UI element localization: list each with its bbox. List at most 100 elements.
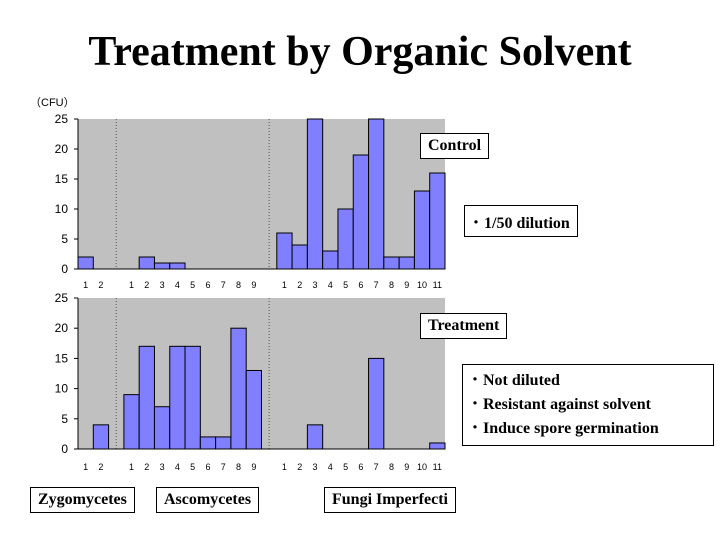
x-tick-label: 7 <box>221 280 226 290</box>
y-tick-label: 20 <box>55 142 69 156</box>
treatment-label: Treatment <box>420 313 508 339</box>
x-tick-label: 2 <box>297 462 302 472</box>
x-tick-label: 6 <box>205 462 210 472</box>
x-tick-label: 10 <box>417 280 427 290</box>
bar <box>138 256 155 270</box>
x-tick-label: 3 <box>313 462 318 472</box>
x-tick-label: 6 <box>358 462 363 472</box>
group-label-fungi-imperfecti: Fungi Imperfecti <box>324 487 456 513</box>
bar <box>429 172 446 270</box>
bar <box>215 436 232 450</box>
x-tick-label: 4 <box>175 280 180 290</box>
bar <box>184 345 201 450</box>
x-tick-label: 2 <box>297 280 302 290</box>
x-tick-label: 9 <box>404 280 409 290</box>
y-tick-label: 10 <box>55 382 69 396</box>
x-tick-label: 1 <box>282 462 287 472</box>
x-tick-label: 5 <box>190 462 195 472</box>
note-spore-germination: ･ Induce spore germination <box>471 420 659 437</box>
note-not-diluted: ･ Not diluted <box>471 372 560 389</box>
bar <box>368 357 385 450</box>
control-label: Control <box>420 133 490 159</box>
bar <box>77 256 94 270</box>
bar <box>230 327 247 450</box>
bar <box>306 424 324 450</box>
bar <box>276 232 293 270</box>
x-tick-label: 3 <box>160 462 165 472</box>
x-tick-label: 4 <box>328 462 333 472</box>
x-tick-label: 2 <box>98 462 103 472</box>
bar <box>368 118 385 270</box>
bar <box>199 436 217 450</box>
x-tick-label: 4 <box>175 462 180 472</box>
treatment-notes: ･ Not diluted ･ Resistant against solven… <box>462 364 714 446</box>
x-tick-label: 11 <box>433 462 442 472</box>
group-label-zygomycetes: Zygomycetes <box>30 487 135 513</box>
bar <box>352 154 370 270</box>
bar <box>153 262 171 270</box>
x-tick-label: 2 <box>144 280 149 290</box>
bar <box>123 394 140 450</box>
bar <box>322 250 339 270</box>
y-tick-label: 25 <box>55 112 69 126</box>
y-tick-label: 15 <box>55 351 69 365</box>
group-label-ascomycetes: Ascomycetes <box>156 487 260 513</box>
x-tick-label: 1 <box>83 280 88 290</box>
y-tick-label: 20 <box>55 321 69 335</box>
y-tick-label: 5 <box>61 232 68 246</box>
plot-area <box>78 119 445 269</box>
x-tick-label: 8 <box>236 462 241 472</box>
note-resistant: ･ Resistant against solvent <box>471 396 652 413</box>
x-tick-label: 7 <box>221 462 226 472</box>
bar <box>337 208 354 270</box>
x-tick-label: 9 <box>251 462 256 472</box>
y-tick-label: 10 <box>55 202 69 216</box>
bar <box>413 190 431 270</box>
bar <box>429 442 446 450</box>
bar <box>291 244 308 270</box>
x-tick-label: 5 <box>190 280 195 290</box>
bar <box>245 369 262 450</box>
y-unit-label: （CFU） <box>30 96 75 109</box>
x-tick-label: 2 <box>98 280 103 290</box>
x-tick-label: 8 <box>389 462 394 472</box>
x-tick-label: 7 <box>374 462 379 472</box>
x-tick-label: 8 <box>389 280 394 290</box>
x-tick-label: 6 <box>358 280 363 290</box>
x-tick-label: 3 <box>160 280 165 290</box>
page-title: Treatment by Organic Solvent <box>88 29 632 75</box>
x-tick-label: 1 <box>282 280 287 290</box>
x-tick-label: 11 <box>433 280 442 290</box>
x-tick-label: 7 <box>374 280 379 290</box>
bar <box>383 256 400 270</box>
dilution-note: ･ 1/50 dilution <box>464 205 578 237</box>
bar <box>398 256 415 270</box>
x-tick-label: 1 <box>129 462 134 472</box>
bar <box>92 424 110 450</box>
x-tick-label: 6 <box>205 280 210 290</box>
x-tick-label: 9 <box>404 462 409 472</box>
bar <box>169 262 186 270</box>
y-tick-label: 0 <box>61 442 68 456</box>
y-tick-label: 0 <box>61 262 68 276</box>
y-tick-label: 15 <box>55 172 69 186</box>
bar <box>138 345 155 450</box>
x-tick-label: 9 <box>251 280 256 290</box>
x-tick-label: 5 <box>343 462 348 472</box>
bar <box>169 345 186 450</box>
bar <box>306 118 324 270</box>
x-tick-label: 10 <box>417 462 427 472</box>
x-tick-label: 5 <box>343 280 348 290</box>
y-tick-label: 5 <box>61 412 68 426</box>
x-tick-label: 1 <box>83 462 88 472</box>
y-tick-label: 25 <box>55 291 69 305</box>
x-tick-label: 1 <box>129 280 134 290</box>
x-tick-label: 8 <box>236 280 241 290</box>
x-tick-label: 3 <box>313 280 318 290</box>
x-tick-label: 4 <box>328 280 333 290</box>
bar <box>153 406 171 450</box>
x-tick-label: 2 <box>144 462 149 472</box>
